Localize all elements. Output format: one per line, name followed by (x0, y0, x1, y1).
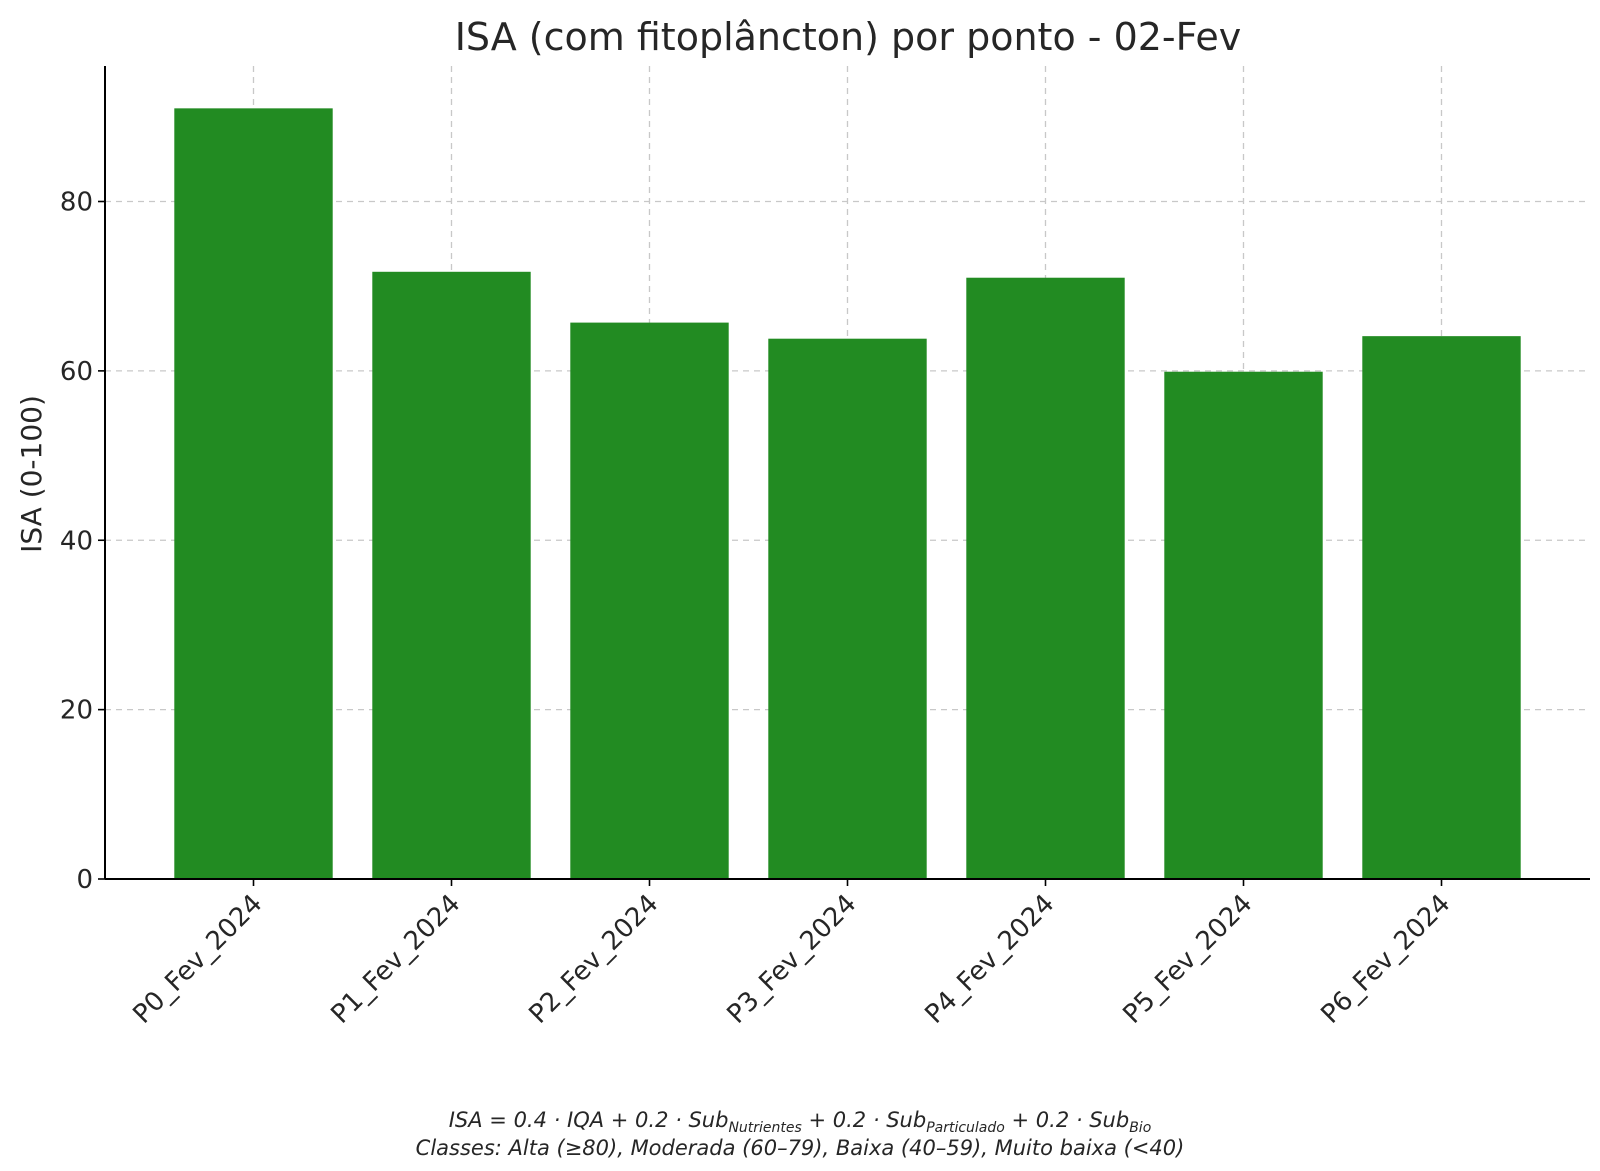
formula-eq: = 0.4 · (482, 1108, 567, 1132)
y-tick-label: 60 (60, 357, 93, 387)
bar-P1_Fev_2024 (372, 271, 531, 879)
formula-sub-1-index: Nutrientes (728, 1120, 802, 1137)
y-axis-label: ISA (0-100) (15, 395, 48, 553)
y-tick-label: 40 (60, 526, 93, 556)
chart-title: ISA (com fitoplâncton) por ponto - 02-Fe… (455, 15, 1242, 59)
formula-iqa: IQA (567, 1108, 605, 1132)
x-tick-label: P6_Fev_2024 (1316, 889, 1457, 1030)
formula-sub-3-index: Bio (1129, 1120, 1152, 1137)
formula-plus-1: + 0.2 · (604, 1108, 689, 1132)
classes-footnote: Classes: Alta (≥80), Moderada (60–79), B… (415, 1136, 1185, 1160)
axes (98, 66, 1590, 886)
bar-P5_Fev_2024 (1164, 371, 1323, 879)
bar-P6_Fev_2024 (1362, 336, 1521, 879)
bar-chart: ISA (com fitoplâncton) por ponto - 02-Fe… (15, 15, 1590, 1030)
formula-sub-3: Sub (1089, 1108, 1130, 1132)
formula-lhs: ISA (448, 1108, 483, 1132)
bar-P0_Fev_2024 (174, 108, 333, 879)
x-tick-label: P1_Fev_2024 (326, 889, 467, 1030)
y-tick-label: 20 (60, 696, 93, 726)
formula-sub-2-index: Particulado (926, 1120, 1005, 1137)
x-tick-label: P2_Fev_2024 (524, 889, 665, 1030)
formula-sub-2: Sub (886, 1108, 927, 1132)
formula-footnote: ISA = 0.4 · IQA + 0.2 · SubNutrientes + … (0, 1108, 1600, 1136)
x-tick-label: P5_Fev_2024 (1118, 889, 1259, 1030)
formula-sub-1: Sub (688, 1108, 729, 1132)
y-tick-label: 80 (60, 188, 93, 218)
x-tick-label: P0_Fev_2024 (128, 889, 269, 1030)
x-tick-label: P3_Fev_2024 (722, 889, 863, 1030)
formula-plus-2: + 0.2 · (801, 1108, 887, 1132)
y-tick-label: 0 (76, 865, 93, 895)
bar-P2_Fev_2024 (570, 322, 729, 879)
bars (174, 108, 1521, 880)
x-tick-label: P4_Fev_2024 (920, 889, 1061, 1030)
bar-P4_Fev_2024 (966, 277, 1125, 879)
bar-P3_Fev_2024 (768, 338, 927, 880)
formula-plus-3: + 0.2 · (1004, 1108, 1090, 1132)
